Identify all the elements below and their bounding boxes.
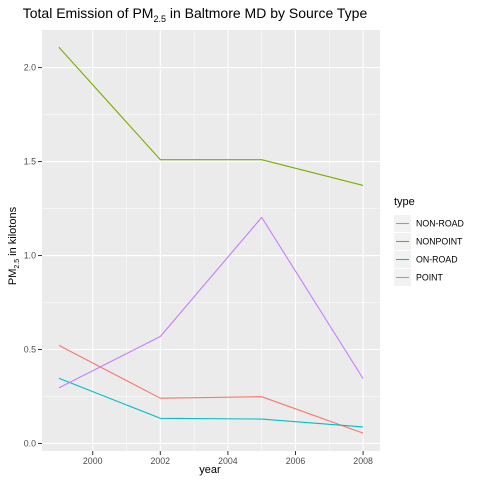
x-tick-label: 2008 xyxy=(353,456,373,466)
y-tick-label: 1.5 xyxy=(24,157,36,167)
chart-title-subscript: 2.5 xyxy=(153,14,166,24)
y-tick-label: 0.0 xyxy=(24,438,36,448)
y-axis-label-prefix: PM xyxy=(7,269,19,286)
series-line-point xyxy=(58,216,364,389)
x-tick-label: 2004 xyxy=(218,456,238,466)
series-line-non-road xyxy=(58,344,364,434)
y-axis-label-subscript: 2.5 xyxy=(14,259,21,269)
y-tick-label: 0.5 xyxy=(24,345,36,355)
y-tick-label: 1.0 xyxy=(24,251,36,261)
y-axis-label-suffix: in kilotons xyxy=(7,206,19,258)
legend-label-nonpoint: NONPOINT xyxy=(416,237,463,247)
plot-area: 2000 2002 2004 2006 2008 0.0 0.5 1.0 1.5 2.0 xyxy=(24,30,380,466)
legend-label-non-road: NON-ROAD xyxy=(416,219,464,229)
series-line-nonpoint xyxy=(58,46,364,186)
legend-label-on-road: ON-ROAD xyxy=(416,255,458,265)
legend-title: type xyxy=(394,196,415,208)
legend-label-point: POINT xyxy=(416,273,444,283)
x-axis-label: year xyxy=(199,464,221,476)
x-tick-label: 2006 xyxy=(286,456,306,466)
x-tick-label: 2000 xyxy=(83,456,103,466)
x-tick-label: 2002 xyxy=(151,456,171,466)
chart-title-suffix: in Baltmore MD by Source Type xyxy=(166,5,367,21)
chart-title: Total Emission of PM2.5 in Baltmore MD b… xyxy=(23,5,368,24)
series-line-on-road xyxy=(58,377,364,428)
legend: type NON-ROAD NONPOINT ON-ROAD POINT xyxy=(394,196,464,286)
y-tick-label: 2.0 xyxy=(24,63,36,73)
chart-title-prefix: Total Emission of PM xyxy=(23,5,154,21)
y-axis-label: PM2.5 in kilotons xyxy=(7,206,21,285)
plot-panel-background xyxy=(42,30,380,451)
